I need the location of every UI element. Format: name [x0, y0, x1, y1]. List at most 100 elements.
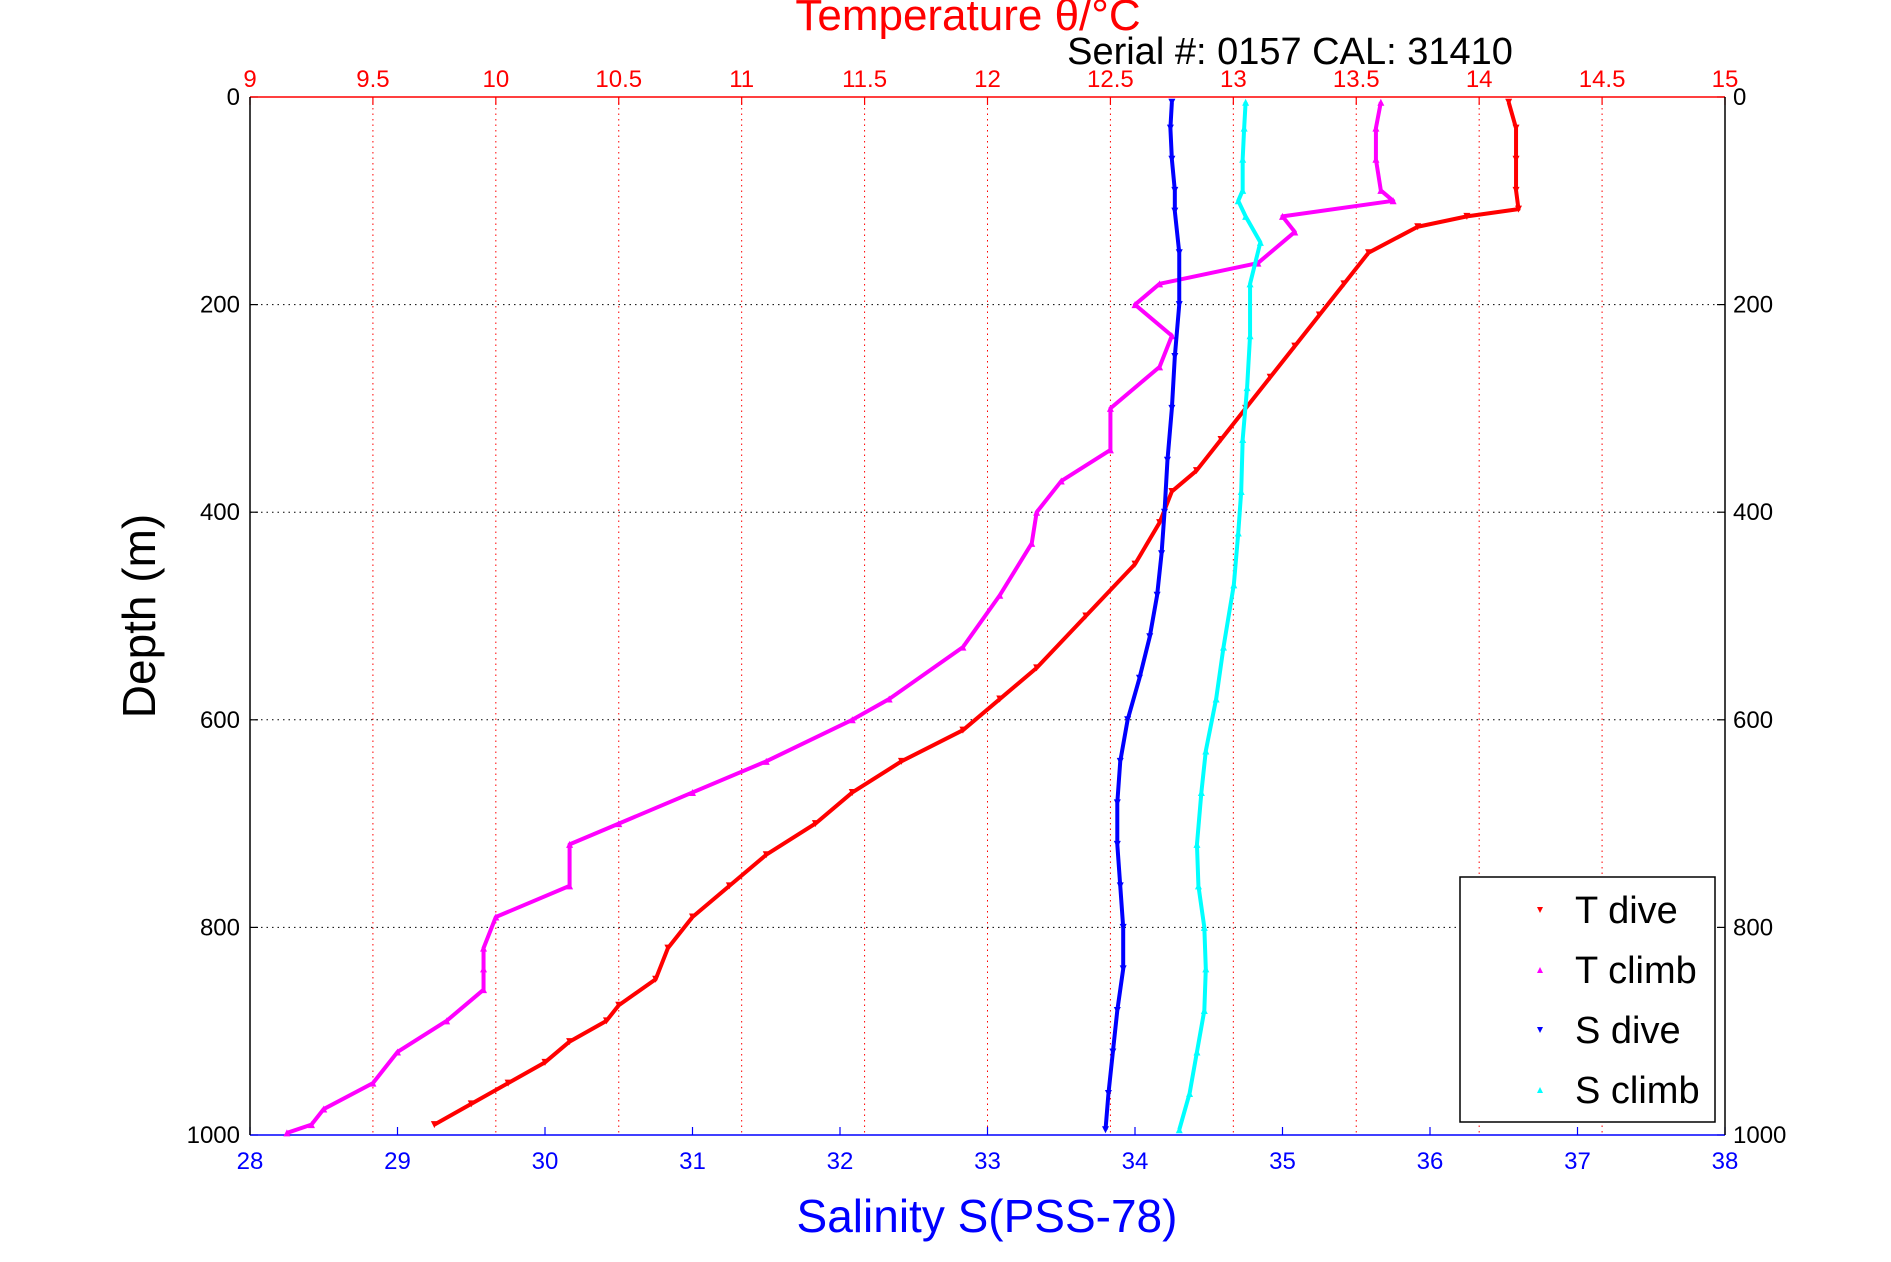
data-point — [1243, 384, 1251, 392]
data-point — [689, 913, 696, 921]
legend: T dive T climb S dive S climb — [1459, 876, 1716, 1123]
series-s-climb — [1175, 98, 1264, 1134]
data-point — [1212, 695, 1220, 703]
data-point — [1291, 228, 1299, 236]
data-point — [602, 1017, 610, 1025]
legend-label: S dive — [1575, 1010, 1681, 1052]
salinity-tick-label: 30 — [532, 1148, 559, 1175]
chart-title: Temperature θ/°C — [795, 0, 1140, 40]
data-point — [1194, 882, 1202, 890]
data-point — [443, 1017, 451, 1025]
data-point — [996, 695, 1004, 703]
data-point — [320, 1105, 328, 1113]
data-point — [615, 820, 623, 828]
data-point — [1175, 249, 1183, 257]
data-point — [1377, 186, 1385, 194]
data-point — [1246, 332, 1254, 340]
data-point — [959, 726, 967, 734]
data-point — [1171, 186, 1179, 194]
data-point — [1256, 238, 1264, 246]
data-point — [762, 757, 770, 765]
data-point — [1109, 1048, 1117, 1056]
legend-marker — [1537, 1027, 1543, 1033]
data-point — [1414, 223, 1422, 231]
salinity-tick-label: 31 — [679, 1148, 706, 1175]
tick-labels: 9 9.5 10 10.5 11 11.5 12 12.5 13 13.5 14 14.5 150 020… — [187, 66, 1787, 1175]
series-trace — [1103, 102, 1182, 1130]
data-point — [848, 788, 856, 796]
data-point — [1192, 467, 1200, 475]
depth-tick-label-right: 400 — [1733, 499, 1773, 526]
data-point — [283, 1129, 291, 1137]
data-point — [1171, 353, 1179, 360]
data-point — [1057, 477, 1065, 485]
data-point — [1119, 923, 1127, 931]
data-point — [1113, 799, 1121, 807]
data-point — [1146, 633, 1154, 641]
data-point — [725, 882, 733, 890]
data-point — [1202, 965, 1210, 973]
depth-tick-label-right: 0 — [1733, 84, 1746, 111]
temperature-tick-label: 14.5 — [1579, 66, 1626, 93]
series-trace — [286, 101, 1396, 1135]
data-point — [504, 1079, 512, 1087]
data-point — [1168, 155, 1176, 163]
data-point — [492, 913, 500, 921]
data-point — [1340, 280, 1348, 288]
data-point — [1135, 674, 1143, 682]
data-point — [1171, 207, 1179, 215]
data-point — [1515, 205, 1522, 213]
data-point — [1193, 840, 1201, 848]
data-point — [1113, 840, 1121, 848]
data-point — [1156, 280, 1164, 288]
data-point — [1168, 404, 1176, 412]
data-point — [1365, 249, 1373, 257]
series-t-dive — [430, 98, 1522, 1129]
data-point — [480, 944, 488, 952]
data-point — [1242, 98, 1250, 106]
data-point — [1372, 124, 1380, 132]
data-point — [1234, 529, 1242, 537]
temperature-tick-label: 15 — [1712, 66, 1739, 93]
series-layer — [283, 98, 1522, 1137]
data-point — [1175, 1126, 1183, 1134]
depth-tick-label-right: 600 — [1733, 707, 1773, 734]
data-point — [1106, 404, 1114, 412]
depth-tick-label-right: 800 — [1733, 914, 1773, 941]
data-point — [1113, 1006, 1121, 1014]
legend-label: S climb — [1575, 1070, 1700, 1112]
data-point — [1239, 155, 1247, 163]
data-point — [1246, 280, 1254, 288]
depth-tick-label-left: 0 — [227, 84, 240, 111]
data-point — [467, 1100, 475, 1108]
depth-tick-label-right: 200 — [1733, 292, 1773, 319]
data-point — [1266, 373, 1274, 381]
data-point — [1116, 757, 1124, 765]
data-point — [1202, 747, 1210, 755]
legend-marker — [1537, 1087, 1543, 1093]
salinity-tick-label: 29 — [384, 1148, 411, 1175]
data-point — [566, 1038, 574, 1046]
data-point — [1377, 98, 1385, 106]
data-point — [1234, 197, 1242, 205]
data-point — [1200, 1006, 1208, 1014]
legend-label: T dive — [1575, 890, 1678, 932]
series-t-climb — [283, 98, 1397, 1137]
data-point — [1104, 1089, 1112, 1097]
data-point — [959, 643, 967, 651]
data-point — [1389, 197, 1397, 205]
data-point — [1291, 342, 1299, 350]
data-point — [369, 1079, 377, 1087]
legend-box — [1459, 876, 1716, 1123]
data-point — [1512, 124, 1520, 132]
data-point — [848, 716, 856, 724]
data-point — [480, 986, 488, 994]
data-point — [1315, 311, 1323, 319]
data-point — [1161, 508, 1168, 516]
data-point — [1242, 212, 1250, 220]
data-point — [1131, 301, 1139, 309]
y-axis-label: Depth (m) — [113, 514, 165, 718]
data-point — [566, 840, 574, 848]
data-point — [1102, 1126, 1109, 1134]
